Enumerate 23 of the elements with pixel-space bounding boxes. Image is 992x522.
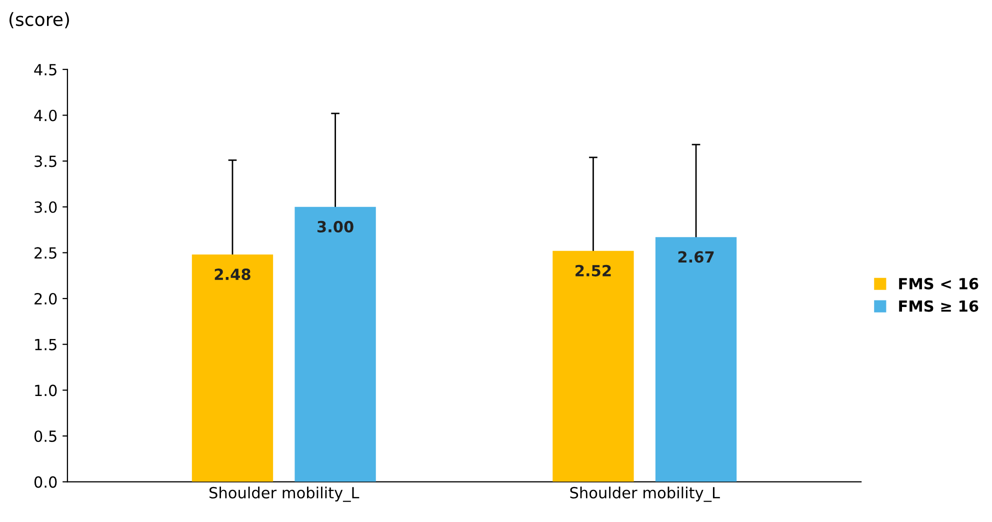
x-tick-label: Shoulder mobility_L	[570, 486, 720, 502]
y-tick-label: 2.5	[34, 247, 56, 259]
y-axis-title: (score)	[9, 12, 69, 28]
y-tick-label: 1.0	[35, 384, 57, 396]
legend-label: FMS ≥ 16	[899, 300, 978, 312]
y-tick-label: 2.0	[34, 292, 57, 305]
y-tick-label: 1.5	[35, 339, 56, 350]
data-label: 2.67	[678, 251, 714, 263]
bar	[552, 250, 634, 482]
y-tick-label: 4.5	[34, 64, 56, 76]
data-label: 2.52	[576, 264, 611, 276]
bar	[192, 254, 274, 482]
data-label: 2.48	[214, 268, 250, 280]
y-tick-label: 0.0	[34, 476, 57, 488]
bar	[655, 237, 737, 482]
bar	[294, 206, 376, 482]
y-tick-label: 4.0	[34, 110, 57, 122]
data-label: 3.00	[317, 220, 354, 232]
x-tick-label: Shoulder mobility_L	[210, 486, 360, 502]
legend-label: FMS < 16	[899, 278, 978, 290]
y-tick-label: 0.5	[34, 430, 56, 442]
y-tick-label: 3.0	[34, 201, 57, 213]
y-tick-label: 3.5	[34, 156, 56, 168]
